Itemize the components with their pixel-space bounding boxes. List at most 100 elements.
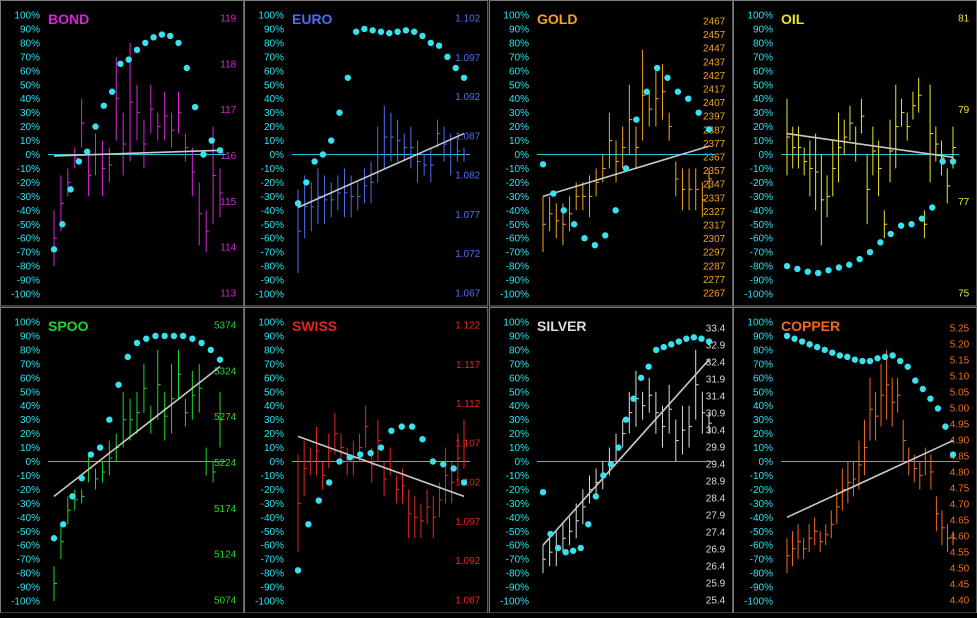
price-tick-label: 30.4 [705,425,725,436]
price-tick-label: 2317 [703,221,726,232]
pct-tick-label: -40% [749,512,772,523]
oscillator-dot [836,351,843,359]
oscillator-dot [874,354,881,361]
oscillator-dot [92,123,99,130]
oscillator-dot [561,548,569,555]
oscillator-dot [682,335,690,342]
price-tick-label: 4.45 [950,579,970,590]
pct-tick-label: 70% [508,52,528,63]
pct-tick-label: 60% [508,66,528,77]
pct-tick-label: -70% [261,554,284,565]
price-tick-label: 4.65 [950,515,970,526]
pct-tick-label: 80% [508,38,528,49]
price-tick-label: 5374 [214,320,237,331]
oscillator-dot [866,248,873,256]
pct-tick-label: -90% [749,276,772,287]
oscillator-dot [336,109,343,116]
oscillator-dot [67,186,74,193]
oscillator-dot [798,337,806,345]
pct-tick-label: 80% [508,345,528,356]
panel-border [488,0,733,307]
pct-tick-label: -60% [261,234,284,245]
price-tick-label: 2297 [703,248,726,259]
price-tick-label: 2427 [703,71,726,82]
pct-tick-label: 30% [264,415,284,426]
pct-tick-label: -100% [744,290,773,301]
oscillator-dot [167,32,174,40]
pct-tick-label: -90% [505,276,528,287]
pct-tick-label: -100% [255,596,284,607]
price-tick-label: 2267 [703,289,726,300]
pct-tick-label: 30% [753,415,773,426]
pct-tick-label: -80% [261,568,284,579]
price-tick-label: 5174 [214,503,237,514]
panel-border [244,0,489,307]
oscillator-dot [440,460,447,467]
panel-gold: 100% 90% 80% 70% 60% 50% 40% 30% 20% 10% 0% -10% -20… [488,0,733,307]
pct-tick-label: 90% [264,24,284,35]
oscillator-dot [378,443,385,451]
oscillator-dot [887,230,894,238]
oscillator-dot [851,355,858,363]
oscillator-dot [411,28,418,35]
oscillator-dot [326,478,333,486]
oscillator-dot [179,332,187,339]
pct-tick-label: -60% [749,234,772,245]
oscillator-dot [143,335,150,342]
pct-tick-label: 60% [753,373,773,384]
pct-tick-label: 10% [753,136,773,147]
chart-title: GOLD [537,11,577,27]
pct-tick-label: -50% [505,220,528,231]
pct-tick-label: 10% [264,443,284,454]
chart-swiss: 100% 90% 80% 70% 60% 50% 40% 30% 20% 10% 0% -10% -20… [244,306,489,613]
price-tick-label: 27.9 [705,510,725,521]
price-tick-label: 79 [958,105,970,116]
pct-tick-label: -50% [505,526,528,537]
oscillator-dot [580,235,588,242]
oscillator-dot [918,215,925,222]
oscillator-dot [200,151,207,158]
pct-tick-label: -30% [261,192,284,203]
price-tick-label: 5224 [214,458,237,469]
pct-tick-label: 60% [20,66,40,77]
oscillator-dot [549,190,557,197]
chart-copper: 100% 90% 80% 70% 60% 50% 40% 30% 20% 10% 0% -10% -20… [732,306,977,613]
oscillator-dot [828,348,836,356]
pct-tick-label: 40% [753,94,773,105]
pct-tick-label: 0% [514,457,529,468]
oscillator-dot [570,221,577,228]
price-tick-label: 1.117 [456,359,481,370]
oscillator-dot [346,453,354,461]
pct-tick-label: -40% [261,206,284,217]
oscillator-dot [705,126,712,133]
pct-tick-label: 0% [514,150,529,161]
pct-tick-label: 20% [753,429,773,440]
oscillator-dot [622,165,629,172]
price-tick-label: 2447 [703,44,726,55]
oscillator-dot [386,29,393,37]
pct-tick-label: 100% [259,11,285,22]
oscillator-dot [592,492,599,500]
chart-gold: 100% 90% 80% 70% 60% 50% 40% 30% 20% 10% 0% -10% -20… [488,0,733,307]
pct-tick-label: 100% [503,11,529,22]
trend-line [786,439,954,518]
price-tick-label: 4.55 [950,547,970,558]
pct-tick-label: -100% [11,290,40,301]
pct-tick-label: 0% [758,150,773,161]
oscillator-dot [843,353,851,360]
pct-tick-label: -100% [500,290,529,301]
pct-tick-label: 30% [20,108,40,119]
oscillator-dot [108,88,116,95]
oscillator-dot [674,88,681,95]
pct-tick-label: 20% [508,429,528,440]
pct-tick-label: -20% [505,178,528,189]
pct-tick-label: 20% [264,122,284,133]
price-tick-label: 2397 [703,112,726,123]
oscillator-dot [115,381,122,388]
oscillator-dot [539,488,546,495]
pct-tick-label: -20% [749,484,772,495]
pct-tick-label: 70% [20,359,40,370]
pct-tick-label: -90% [505,582,528,593]
pct-tick-label: -10% [505,164,528,175]
pct-tick-label: 10% [20,136,40,147]
